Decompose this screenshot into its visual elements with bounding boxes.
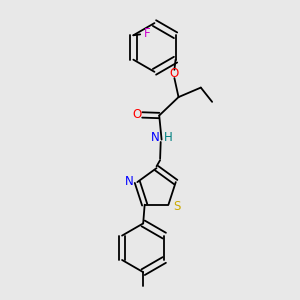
Text: O: O (132, 108, 142, 122)
Text: S: S (173, 200, 180, 213)
Text: F: F (144, 27, 150, 40)
Text: N: N (124, 175, 134, 188)
Text: N: N (151, 131, 159, 144)
Text: H: H (164, 131, 172, 144)
Text: O: O (169, 68, 179, 80)
